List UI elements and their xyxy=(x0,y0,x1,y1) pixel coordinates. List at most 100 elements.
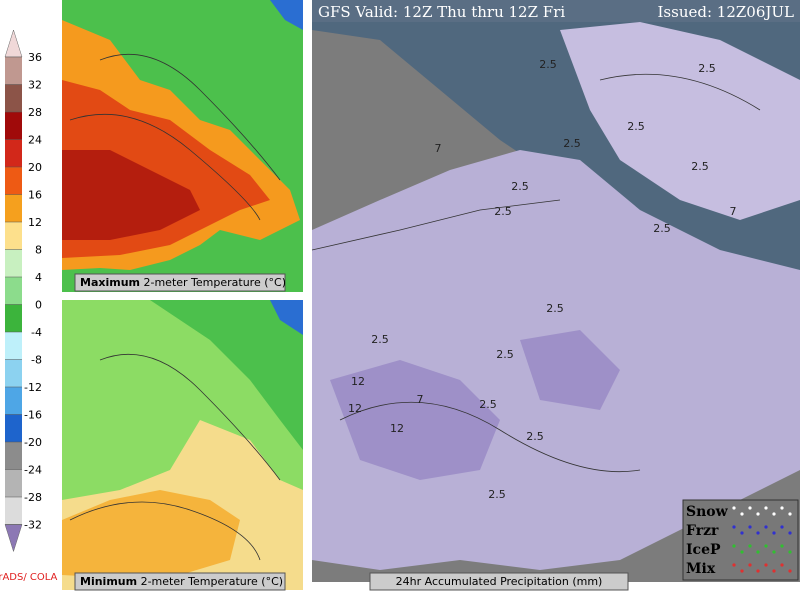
colorbar-band xyxy=(5,469,22,497)
colorbar-label: 24 xyxy=(28,134,42,147)
colorbar-band xyxy=(5,167,22,195)
colorbar-label: 8 xyxy=(35,244,42,257)
legend-dot xyxy=(772,550,776,554)
legend-dot xyxy=(756,569,760,573)
legend-dot xyxy=(748,563,752,567)
legend-label: IceP xyxy=(686,542,721,558)
colorbar-label: -32 xyxy=(24,519,42,532)
legend-dot xyxy=(748,506,752,510)
colorbar-band xyxy=(5,112,22,140)
colorbar-band xyxy=(5,222,22,250)
contour-labels: 2.5 2.5 2.5 2.5 7 2.5 2.5 7 2.5 2.5 2.5 12 12 12 7 2.5 2… xyxy=(348,58,737,501)
colorbar-band xyxy=(5,57,22,85)
colorbar-label: 36 xyxy=(28,51,42,64)
legend-dot xyxy=(780,525,784,529)
colorbar-band xyxy=(5,194,22,222)
legend-dot xyxy=(756,550,760,554)
colorbar-cap xyxy=(4,524,23,553)
legend-dot xyxy=(732,506,736,510)
contour-label: 2.5 xyxy=(698,62,716,75)
contour-label: 2.5 xyxy=(479,398,497,411)
legend-dot xyxy=(732,544,736,548)
colorbar-band xyxy=(5,139,22,167)
contour-label: 7 xyxy=(435,142,442,155)
colorbar-label: 16 xyxy=(28,189,42,202)
colorbar-label: 28 xyxy=(28,106,42,119)
header-issued: Issued: 12Z06JUL xyxy=(658,3,795,21)
colorbar-label: -28 xyxy=(24,491,42,504)
legend-label: Frzr xyxy=(686,523,719,539)
legend-dot xyxy=(732,563,736,567)
legend-dot xyxy=(756,531,760,535)
contour-label: 2.5 xyxy=(563,137,581,150)
legend-dot xyxy=(780,563,784,567)
contour-label: 12 xyxy=(348,402,362,415)
colorbar-band xyxy=(5,304,22,332)
legend-dot xyxy=(788,531,792,535)
credit: GrADS/ COLA xyxy=(0,572,58,583)
colorbar-label: -16 xyxy=(24,409,42,422)
contour-label: 2.5 xyxy=(539,58,557,71)
legend-dot xyxy=(740,550,744,554)
panel-label: 24hr Accumulated Precipitation (mm) xyxy=(396,575,603,588)
legend-dot xyxy=(732,525,736,529)
legend-dot xyxy=(748,544,752,548)
legend-dot xyxy=(764,563,768,567)
min-temp-map: Minimum 2-meter Temperature (°C) xyxy=(62,300,303,591)
colorbar-band xyxy=(5,359,22,387)
legend-dot xyxy=(756,512,760,516)
colorbar-label: 12 xyxy=(28,216,42,229)
legend-dot xyxy=(740,512,744,516)
precip-map: GFS Valid: 12Z Thu thru 12Z Fri Issued: … xyxy=(311,0,800,591)
legend-dot xyxy=(772,569,776,573)
colorbar-label: 4 xyxy=(35,271,42,284)
contour-label: 2.5 xyxy=(496,348,514,361)
legend-dot xyxy=(764,506,768,510)
contour-label: 2.5 xyxy=(526,430,544,443)
legend-dot xyxy=(748,525,752,529)
legend-label: Snow xyxy=(686,504,729,520)
panel-label: Maximum 2-meter Temperature (°C) xyxy=(80,276,286,289)
colorbar-band xyxy=(5,442,22,470)
colorbar: 36 32 28 24 20 16 12 8 4 0 -4 -8 -12 -16 -20 -24 -28 -32 xyxy=(4,29,42,553)
contour-label: 2.5 xyxy=(691,160,709,173)
colorbar-label: 0 xyxy=(35,299,42,312)
contour-label: 2.5 xyxy=(511,180,529,193)
legend-dot xyxy=(772,531,776,535)
legend-dot xyxy=(772,512,776,516)
colorbar-band xyxy=(5,414,22,442)
contour-label: 2.5 xyxy=(494,205,512,218)
legend-dot xyxy=(764,525,768,529)
legend-label: Mix xyxy=(686,561,716,577)
header-valid: GFS Valid: 12Z Thu thru 12Z Fri xyxy=(318,3,565,21)
contour-label: 12 xyxy=(390,422,404,435)
contour-label: 2.5 xyxy=(546,302,564,315)
contour-label: 7 xyxy=(730,205,737,218)
legend-dot xyxy=(740,531,744,535)
legend-dot xyxy=(780,544,784,548)
colorbar-label: -24 xyxy=(24,464,42,477)
legend-dot xyxy=(764,544,768,548)
legend-dot xyxy=(780,506,784,510)
colorbar-band xyxy=(5,387,22,415)
max-temp-map: Maximum 2-meter Temperature (°C) xyxy=(62,0,303,292)
colorbar-label: 32 xyxy=(28,79,42,92)
colorbar-label: -4 xyxy=(31,326,42,339)
colorbar-band xyxy=(5,249,22,277)
colorbar-band xyxy=(5,497,22,525)
legend-dot xyxy=(788,550,792,554)
legend-dot xyxy=(740,569,744,573)
colorbar-label: -8 xyxy=(31,354,42,367)
colorbar-label: 20 xyxy=(28,161,42,174)
legend-dot xyxy=(788,569,792,573)
colorbar-band xyxy=(5,84,22,112)
colorbar-label: -12 xyxy=(24,381,42,394)
panel-label: Minimum 2-meter Temperature (°C) xyxy=(80,575,283,588)
legend: Snow Frzr IceP Mix xyxy=(686,504,792,577)
contour-label: 2.5 xyxy=(627,120,645,133)
contour-label: 12 xyxy=(351,375,365,388)
contour-label: 2.5 xyxy=(488,488,506,501)
contour-label: 7 xyxy=(417,393,424,406)
colorbar-label: -20 xyxy=(24,436,42,449)
